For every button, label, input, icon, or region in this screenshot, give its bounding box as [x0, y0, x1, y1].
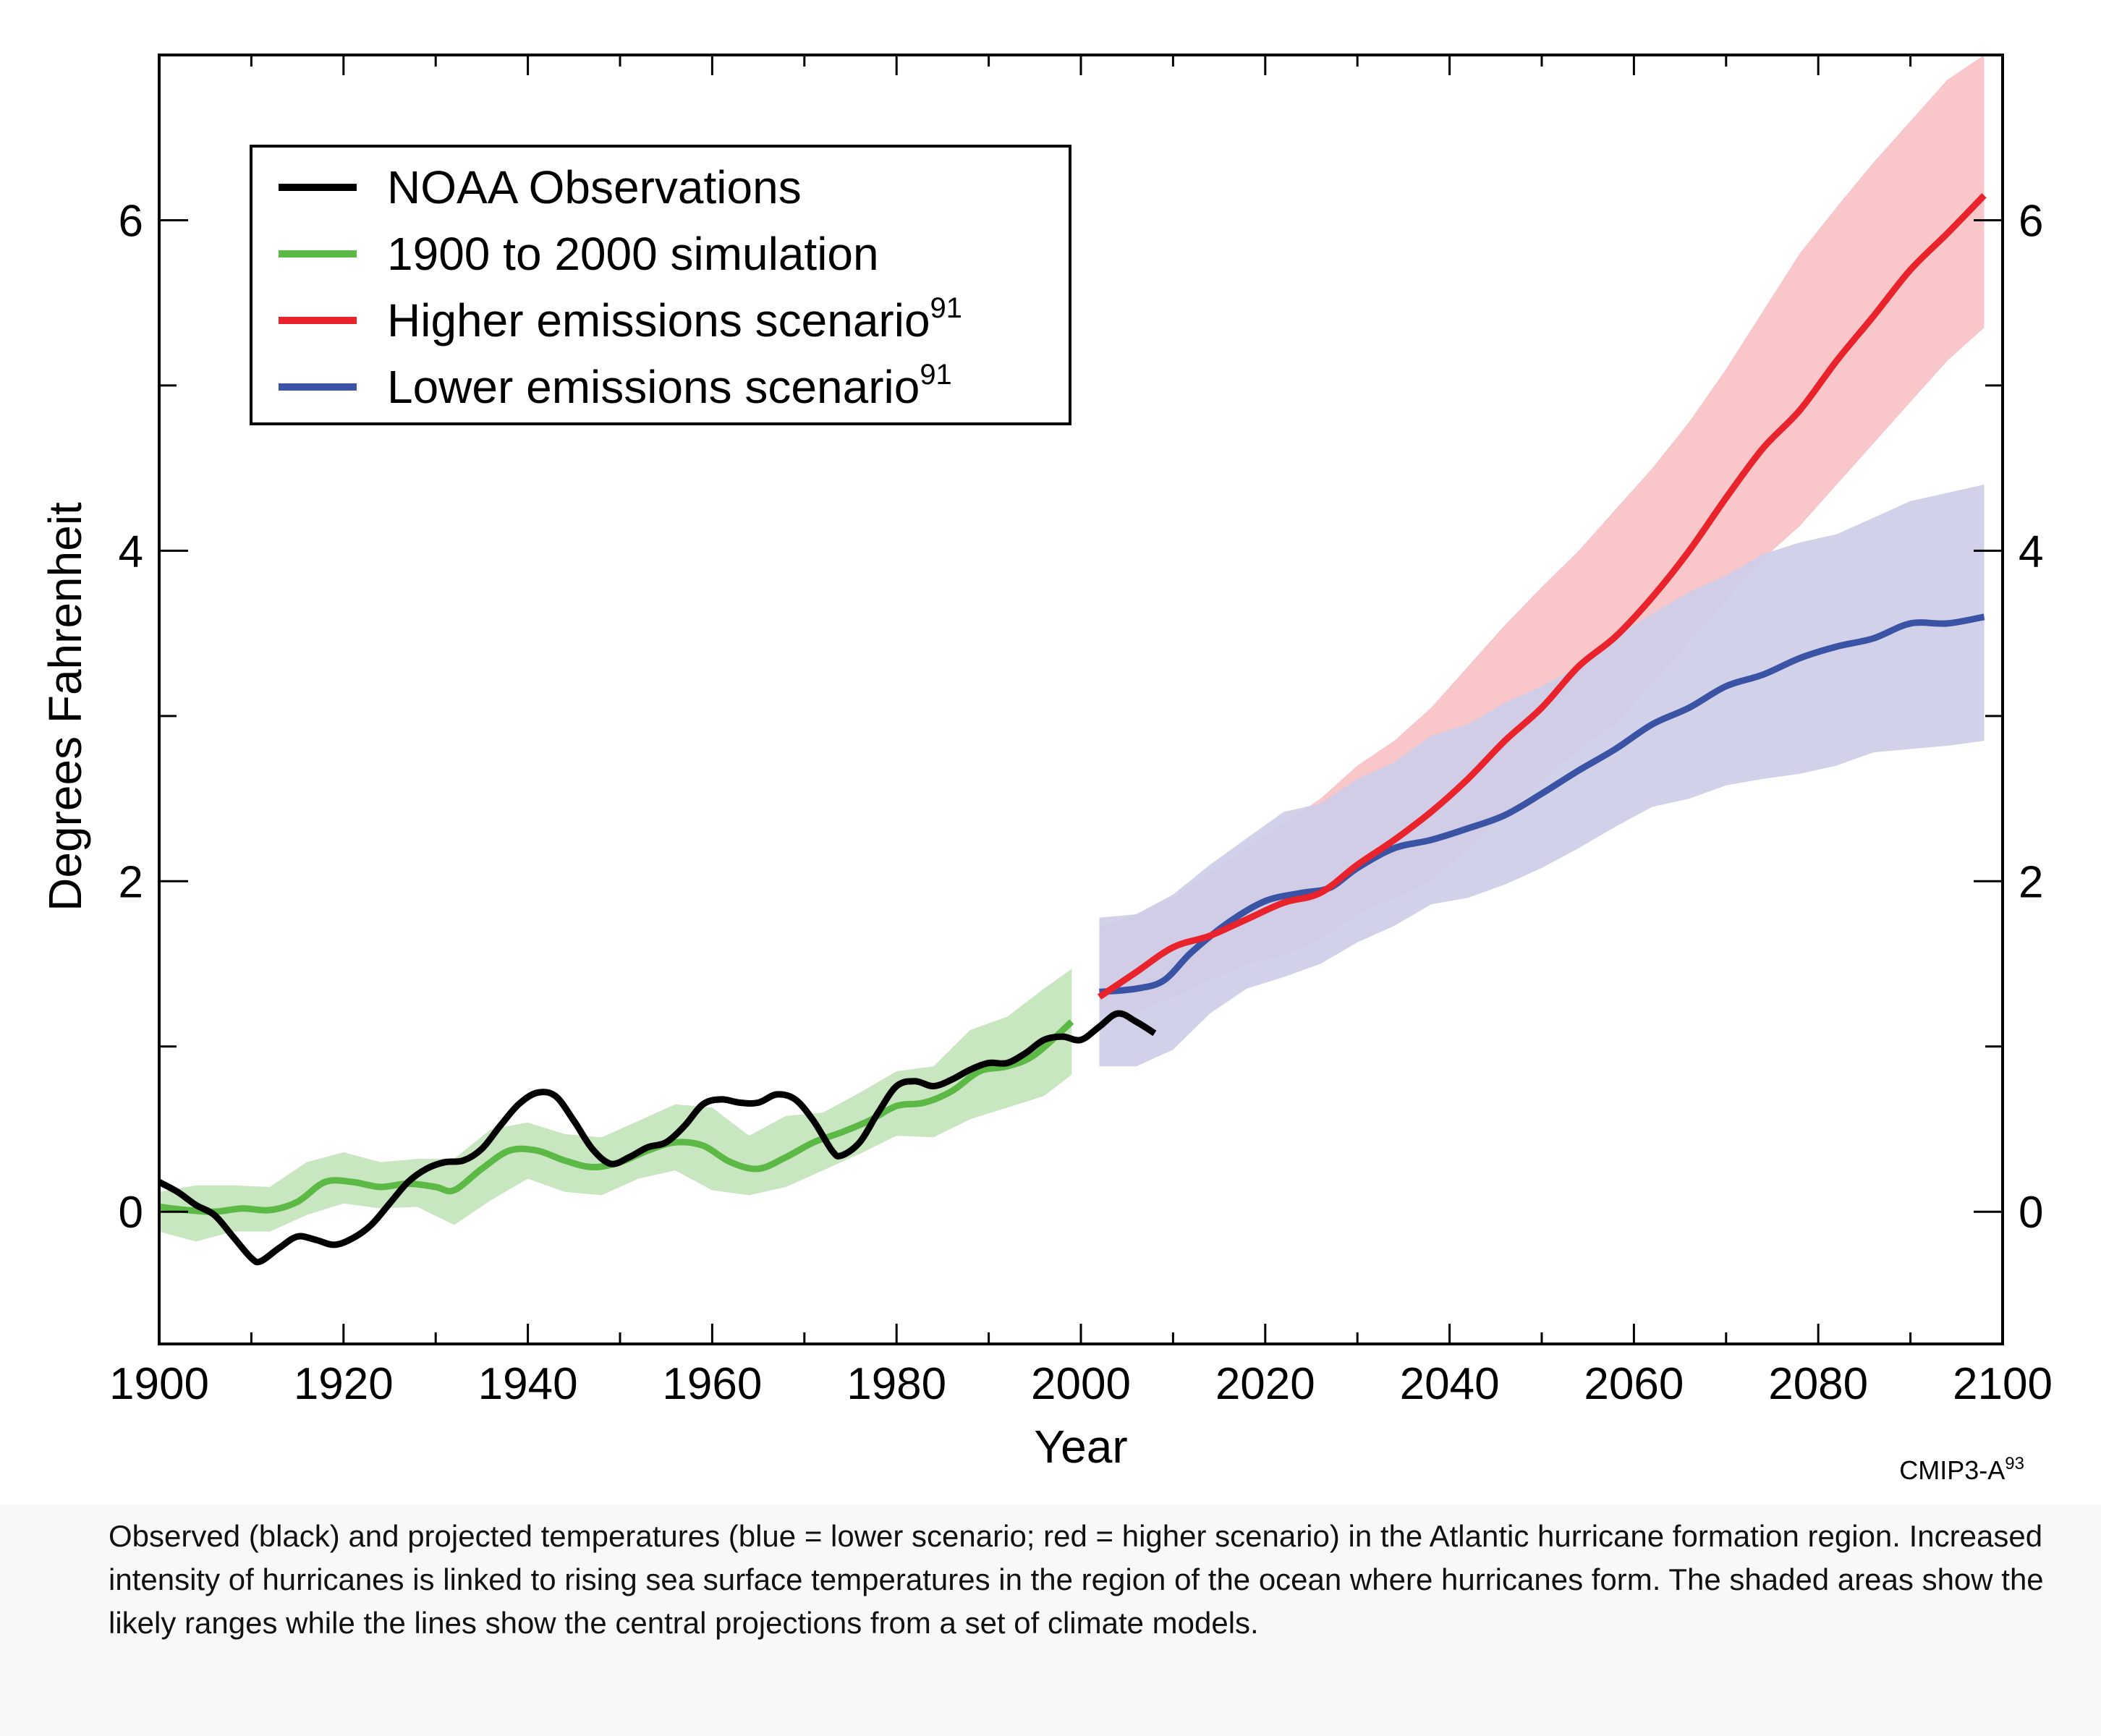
- legend-label-text: 1900 to 2000 simulation: [387, 228, 879, 280]
- legend-label-sup: 91: [920, 359, 952, 391]
- y-tick-label-right: 6: [2019, 196, 2043, 246]
- y-tick-label: 4: [119, 527, 143, 576]
- legend-label-text: Higher emissions scenario: [387, 294, 930, 346]
- legend-label-text: Lower emissions scenario: [387, 361, 920, 413]
- band-1900-to-2000-simulation: [159, 969, 1072, 1242]
- legend-label-1900-to-2000-simulation: 1900 to 2000 simulation: [387, 228, 879, 280]
- figure-caption: Observed (black) and projected temperatu…: [109, 1519, 2044, 1640]
- axis-ticks: 1900 1920 1940 1960 1980 2000 2020 2040 2060 2080…: [109, 54, 2053, 1409]
- legend: NOAA Observations 1900 to 2000 simulation…: [250, 145, 1071, 425]
- legend-label-higher-emissions-scenario: Higher emissions scenario91: [387, 292, 962, 346]
- source-label-sup: 93: [2005, 1454, 2024, 1473]
- line-noaa-observations: [157, 1010, 1157, 1266]
- chart-svg: 1900 1920 1940 1960 1980 2000 2020 2040 2060 2080…: [39, 54, 2053, 1485]
- legend-box: [250, 145, 1071, 425]
- x-tick-label: 2080: [1768, 1359, 1868, 1409]
- y-tick-label: 6: [119, 196, 143, 246]
- source-label: CMIP3-A93: [1899, 1454, 2024, 1485]
- caption-area: [0, 1505, 2101, 1736]
- legend-label-text: NOAA Observations: [387, 161, 802, 213]
- line-lower-emissions-scenario: [1099, 613, 1985, 995]
- x-tick-label: 2100: [1953, 1359, 2053, 1409]
- x-tick-label: 1900: [109, 1359, 209, 1409]
- x-tick-label: 2000: [1031, 1359, 1131, 1409]
- y-tick-label: 2: [119, 857, 143, 907]
- band-lower-emissions-scenario: [1099, 485, 1985, 1067]
- y-tick-label-right: 0: [2019, 1188, 2043, 1238]
- x-tick-label: 1980: [846, 1359, 946, 1409]
- x-tick-label: 2040: [1400, 1359, 1500, 1409]
- plot-frame: [158, 54, 2004, 1345]
- y-tick-label: 0: [119, 1188, 143, 1238]
- source-label-text: CMIP3-A: [1899, 1455, 2005, 1485]
- chart-figure: 1900 1920 1940 1960 1980 2000 2020 2040 2060 2080…: [39, 54, 2053, 1485]
- y-tick-label-right: 4: [2019, 527, 2043, 576]
- legend-label-sup: 91: [930, 292, 963, 324]
- x-axis-title: Year: [1034, 1421, 1127, 1473]
- x-tick-label: 2020: [1215, 1359, 1315, 1409]
- x-tick-label: 1920: [294, 1359, 394, 1409]
- x-tick-label: 2060: [1584, 1359, 1684, 1409]
- x-tick-label: 1960: [662, 1359, 762, 1409]
- series-lines: [157, 193, 1987, 1266]
- x-tick-label: 1940: [478, 1359, 578, 1409]
- shaded-ranges: [159, 55, 1985, 1242]
- legend-label-lower-emissions-scenario: Lower emissions scenario91: [387, 359, 952, 413]
- line-higher-emissions-scenario: [1097, 193, 1987, 1000]
- y-tick-label-right: 2: [2019, 857, 2043, 907]
- legend-label-noaa-observations: NOAA Observations: [387, 161, 802, 213]
- y-axis-title: Degrees Fahrenheit: [39, 502, 91, 911]
